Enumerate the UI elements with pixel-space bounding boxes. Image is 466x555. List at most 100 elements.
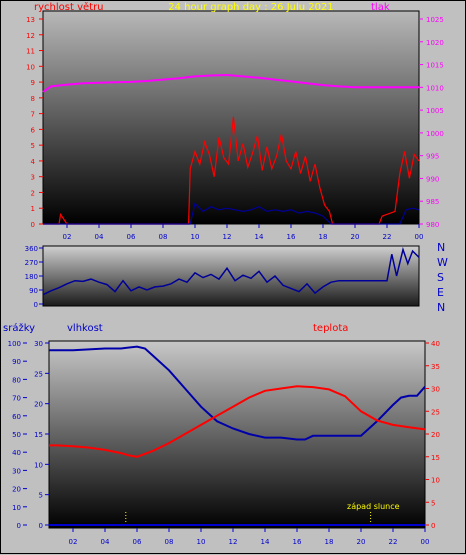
compass-label: W xyxy=(437,256,448,269)
direction-tick-label: 270 xyxy=(25,259,38,267)
pressure-tick-label: 1000 xyxy=(426,130,444,138)
compass-label: E xyxy=(437,286,444,299)
humidity-tick-label: 10 xyxy=(34,461,43,469)
time-tick-label: 20 xyxy=(351,233,360,241)
humidity-tick-label: 20 xyxy=(34,401,43,409)
time-tick-label: 04 xyxy=(95,233,104,241)
time-tick-label: 12 xyxy=(229,538,238,546)
wind-direction-line xyxy=(42,246,420,296)
humidity-tick-label: 30 xyxy=(34,340,43,348)
compass-label: N xyxy=(437,301,445,314)
time-tick-label: 18 xyxy=(319,233,328,241)
time-tick-label: 00 xyxy=(421,538,430,546)
temperature-tick-label: 25 xyxy=(431,408,440,416)
wind-tick-label: 11 xyxy=(26,48,35,56)
rain-tick-label: 100 xyxy=(8,340,21,348)
time-tick-label: 04 xyxy=(101,538,110,546)
rain-tick-label: 80 xyxy=(12,376,21,384)
wind-tick-label: 12 xyxy=(26,32,35,40)
direction-tick-label: 360 xyxy=(25,245,38,253)
wind-tick-label: 8 xyxy=(31,95,35,103)
rain-tick-label: 0 xyxy=(17,522,21,530)
temperature-tick-label: 20 xyxy=(431,431,440,439)
wind-pressure-panel: 24 hour graph day : 26 Julu 2021 rychlos… xyxy=(26,1,444,241)
wind-tick-label: 5 xyxy=(31,142,35,150)
compass-label: S xyxy=(437,271,444,284)
temperature-line xyxy=(49,385,426,458)
time-tick-label: 12 xyxy=(223,233,232,241)
wind-tick-label: 9 xyxy=(31,79,35,87)
temperature-tick-label: 40 xyxy=(431,340,440,348)
pressure-tick-label: 1020 xyxy=(426,39,444,47)
pressure-tick-label: 1015 xyxy=(426,62,444,70)
time-tick-label: 10 xyxy=(197,538,206,546)
pressure-tick-label: 995 xyxy=(426,153,439,161)
wind-tick-label: 6 xyxy=(31,126,36,134)
humidity-tick-label: 0 xyxy=(39,522,43,530)
wind-direction-plot-area xyxy=(43,246,419,306)
wind-tick-label: 0 xyxy=(31,221,35,229)
time-tick-label: 14 xyxy=(261,538,270,546)
humidity-temperature-plot-area xyxy=(49,341,425,528)
humidity-temperature-panel: srážky vlhkost teplota 01020304050607080… xyxy=(3,322,440,546)
temperature-axis-label: teplota xyxy=(313,323,348,334)
humidity-tick-label: 15 xyxy=(34,431,43,439)
rain-tick-label: 70 xyxy=(12,395,21,403)
time-tick-label: 10 xyxy=(191,233,200,241)
pressure-tick-label: 1010 xyxy=(426,84,444,92)
rain-tick-label: 10 xyxy=(12,504,21,512)
humidity-axis-label: vlhkost xyxy=(67,323,103,334)
wind-average-line xyxy=(43,202,420,225)
wind-tick-label: 13 xyxy=(26,16,35,24)
time-tick-label: 06 xyxy=(133,538,142,546)
chart-title: 24 hour graph day : 26 Julu 2021 xyxy=(168,2,334,13)
wind-tick-label: 10 xyxy=(26,63,35,71)
temperature-tick-label: 5 xyxy=(431,499,435,507)
wind-tick-label: 7 xyxy=(31,111,35,119)
time-tick-label: 18 xyxy=(325,538,334,546)
temperature-tick-label: 10 xyxy=(431,477,440,485)
wind-tick-label: 1 xyxy=(31,205,35,213)
time-tick-label: 08 xyxy=(165,538,174,546)
temperature-tick-label: 15 xyxy=(431,454,440,462)
rain-axis-label: srážky xyxy=(3,322,35,334)
humidity-tick-label: 25 xyxy=(34,370,43,378)
rain-tick-label: 90 xyxy=(12,358,21,366)
time-tick-label: 02 xyxy=(63,233,72,241)
time-tick-label: 06 xyxy=(127,233,136,241)
time-tick-label: 14 xyxy=(255,233,264,241)
direction-tick-label: 90 xyxy=(29,287,38,295)
time-tick-label: 02 xyxy=(69,538,78,546)
pressure-tick-label: 1005 xyxy=(426,107,444,115)
wind-tick-label: 3 xyxy=(31,174,35,182)
rain-tick-label: 30 xyxy=(12,467,21,475)
sunset-annotation: západ slunce xyxy=(347,502,400,511)
temperature-tick-label: 0 xyxy=(431,522,435,530)
time-tick-label: 20 xyxy=(357,538,366,546)
pressure-axis-label: tlak xyxy=(371,2,390,13)
pressure-tick-label: 990 xyxy=(426,175,439,183)
temperature-tick-label: 30 xyxy=(431,386,440,394)
wind-speed-axis-label: rychlost větru xyxy=(34,1,104,13)
rain-tick-label: 20 xyxy=(12,486,21,494)
time-tick-label: 08 xyxy=(159,233,168,241)
humidity-tick-label: 5 xyxy=(39,492,43,500)
pressure-tick-label: 980 xyxy=(426,221,439,229)
time-tick-label: 00 xyxy=(415,233,424,241)
rain-tick-label: 50 xyxy=(12,431,21,439)
rain-tick-label: 40 xyxy=(12,449,21,457)
rain-tick-label: 60 xyxy=(12,413,21,421)
pressure-line xyxy=(42,73,419,93)
wind-tick-label: 2 xyxy=(31,189,35,197)
time-tick-label: 16 xyxy=(287,233,296,241)
wind-pressure-plot-area xyxy=(43,11,419,224)
direction-tick-label: 0 xyxy=(34,301,38,309)
compass-label: N xyxy=(437,241,445,254)
temperature-tick-label: 35 xyxy=(431,363,440,371)
direction-tick-label: 180 xyxy=(25,273,38,281)
pressure-tick-label: 1025 xyxy=(426,16,444,24)
time-tick-label: 22 xyxy=(383,233,392,241)
